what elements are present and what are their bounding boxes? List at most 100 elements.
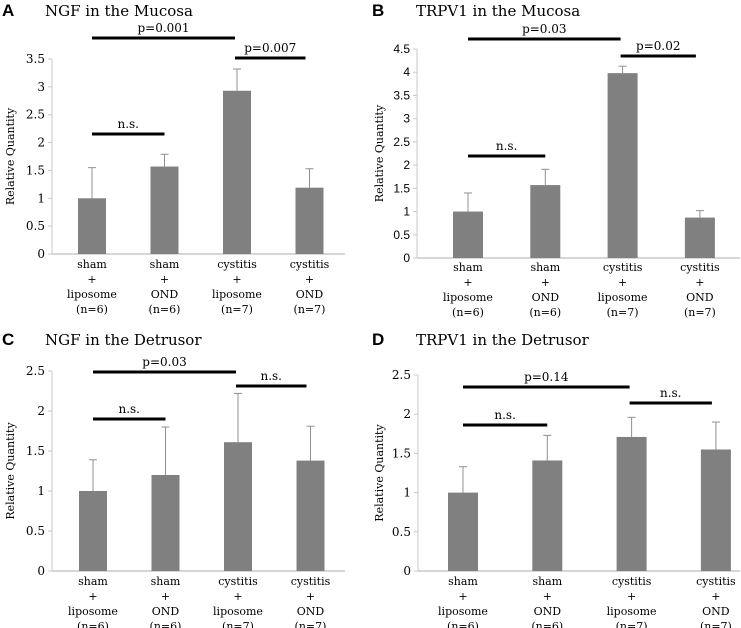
y-tick-label: 2.5: [393, 135, 410, 149]
y-tick-label: 3.5: [26, 52, 45, 66]
significance-label: n.s.: [118, 402, 140, 416]
y-axis-label: Relative Quantity: [4, 107, 17, 205]
x-category-label: liposome: [212, 288, 262, 301]
x-category-label: cystitis: [680, 261, 720, 274]
x-category-label: +: [618, 276, 627, 289]
x-category-label: (n=7): [221, 303, 253, 316]
bar: [79, 491, 107, 571]
bar: [295, 187, 324, 254]
x-category-label: cystitis: [217, 258, 257, 271]
y-tick-label: 0.5: [26, 524, 45, 538]
y-tick-label: 2: [403, 407, 411, 421]
y-tick-label: 1: [37, 191, 45, 205]
x-category-label: OND: [702, 605, 730, 618]
panel-letter: D: [372, 330, 384, 349]
x-category-label: OND: [534, 605, 562, 618]
y-tick-label: 0: [37, 247, 45, 261]
panel-d: D TRPV1 in the Detrusor 0 0.5 1 1.5 2 2.5 Relati…: [372, 330, 740, 628]
y-axis-label: Relative Quantity: [4, 422, 17, 520]
x-category-label: liposome: [438, 605, 488, 618]
x-category-label: cystitis: [290, 258, 330, 271]
significance-label: p=0.14: [524, 370, 569, 384]
x-category-label: (n=7): [607, 306, 639, 319]
y-tick-label: 3: [37, 80, 45, 94]
x-category-label: +: [305, 273, 314, 286]
x-category-label: +: [88, 590, 97, 603]
x-category-label: OND: [297, 605, 325, 618]
panel-b: B TRPV1 in the Mucosa 0 0.5 1 1.5 2 2.5 3 3.5 4 4.5…: [372, 1, 740, 319]
x-category-label: +: [161, 590, 170, 603]
bar: [448, 492, 478, 571]
y-tick-label: 2: [37, 404, 45, 418]
y-tick-label: 1: [403, 205, 410, 219]
panel-c: C NGF in the Detrusor 0 0.5 1 1.5 2 2.5 Relative…: [2, 330, 345, 628]
x-category-label: OND: [151, 288, 179, 301]
y-tick-label: 0: [37, 564, 45, 578]
x-category-label: (n=6): [150, 620, 182, 628]
x-category-label: cystitis: [696, 575, 736, 588]
x-category-label: +: [695, 276, 704, 289]
significance-label: p=0.02: [636, 39, 680, 53]
x-category-label: (n=7): [222, 620, 254, 628]
x-category-label: (n=6): [452, 306, 484, 319]
x-category-label: sham: [78, 575, 108, 588]
y-tick-label: 2.5: [392, 368, 411, 382]
y-axis-label: Relative Quantity: [373, 424, 386, 522]
x-category-label: OND: [152, 605, 180, 618]
x-category-label: sham: [530, 261, 560, 274]
bar: [607, 73, 638, 258]
x-category-label: cystitis: [612, 575, 652, 588]
significance-label: n.s.: [260, 369, 282, 383]
bar: [78, 198, 106, 254]
x-category-label: +: [463, 276, 472, 289]
panel-letter: B: [372, 1, 384, 20]
y-tick-label: 1.5: [393, 181, 410, 195]
significance-label: p=0.007: [244, 41, 296, 55]
panel-title: NGF in the Mucosa: [45, 2, 193, 20]
y-tick-label: 1.5: [392, 446, 411, 460]
bar: [530, 185, 561, 258]
x-category-label: +: [306, 590, 315, 603]
panel-letter: A: [2, 1, 14, 20]
x-category-label: OND: [532, 291, 560, 304]
bar: [453, 211, 483, 258]
significance-label: n.s.: [496, 139, 518, 153]
x-category-label: cystitis: [291, 575, 331, 588]
x-category-label: sham: [151, 575, 181, 588]
y-tick-label: 0: [403, 251, 410, 265]
bar: [223, 90, 251, 254]
x-category-label: sham: [448, 575, 478, 588]
x-category-label: +: [458, 590, 467, 603]
bar: [150, 166, 179, 254]
x-category-label: (n=7): [295, 620, 327, 628]
x-category-label: sham: [150, 258, 180, 271]
significance-label: p=0.001: [137, 21, 189, 35]
significance-label: n.s.: [494, 408, 516, 422]
x-category-label: +: [711, 590, 720, 603]
panel-a: A NGF in the Mucosa 0 0.5 1 1.5 2 2.5 3 3.5 Relati…: [2, 1, 345, 316]
x-category-label: OND: [296, 288, 324, 301]
x-category-label: (n=6): [447, 620, 479, 628]
x-category-label: +: [543, 590, 552, 603]
x-category-label: +: [160, 273, 169, 286]
bar: [151, 475, 180, 571]
x-category-label: OND: [686, 291, 714, 304]
x-category-label: sham: [77, 258, 107, 271]
x-category-label: liposome: [67, 288, 117, 301]
x-category-label: liposome: [443, 291, 493, 304]
x-category-label: (n=7): [294, 303, 326, 316]
panel-title: TRPV1 in the Detrusor: [416, 331, 590, 349]
bar: [296, 460, 325, 571]
significance-label: n.s.: [660, 386, 682, 400]
y-tick-label: 2.5: [26, 108, 45, 122]
y-tick-label: 0.5: [392, 525, 411, 539]
y-tick-label: 1: [403, 486, 411, 500]
y-axis-label: Relative Quantity: [373, 104, 386, 202]
x-category-label: (n=7): [616, 620, 648, 628]
significance-label: p=0.03: [142, 355, 186, 369]
x-category-label: cystitis: [218, 575, 258, 588]
panel-title: NGF in the Detrusor: [45, 331, 202, 349]
x-category-label: (n=6): [149, 303, 181, 316]
